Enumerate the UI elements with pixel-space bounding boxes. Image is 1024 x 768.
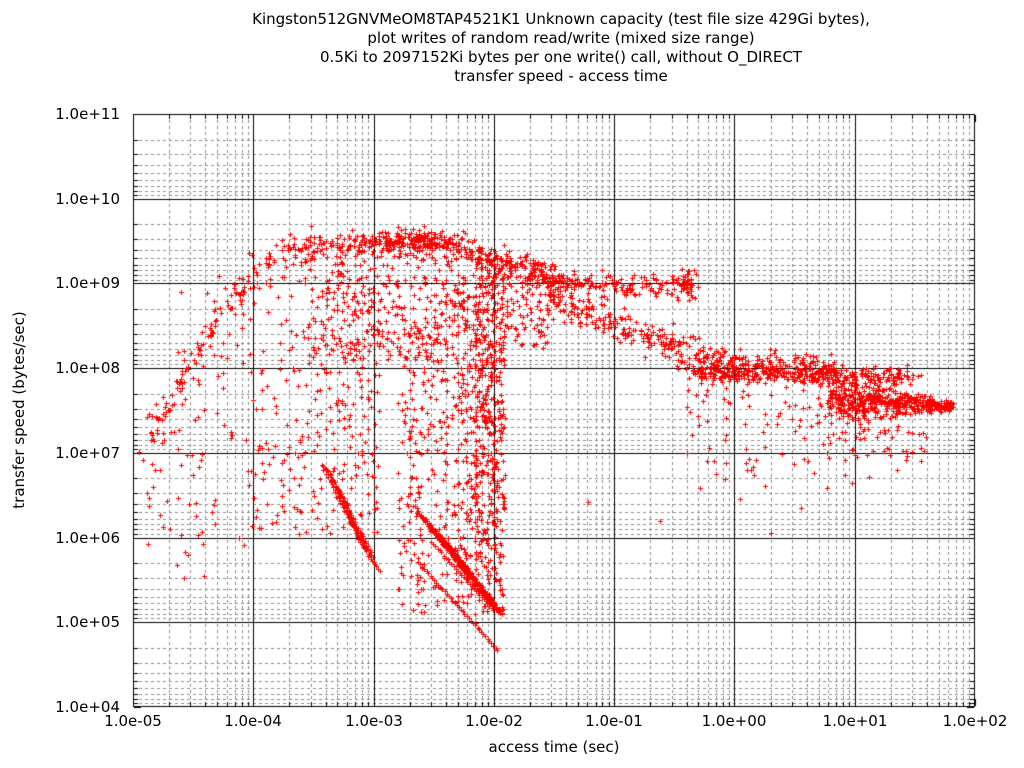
y-tick-label: 1.0e+08 [55,359,120,377]
x-tick-label: 1.0e-01 [585,712,643,730]
chart-title: Kingston512GNVMeOM8TAP4521K1 Unknown cap… [99,10,1023,86]
y-tick-label: 1.0e+05 [55,613,120,631]
x-tick-label: 1.0e+00 [701,712,767,730]
x-tick-label: 1.0e+01 [822,712,888,730]
chart-title-line: Kingston512GNVMeOM8TAP4521K1 Unknown cap… [252,10,870,28]
x-tick-label: 1.0e-02 [465,712,523,730]
y-tick-label: 1.0e+07 [55,444,120,462]
x-axis-title: access time (sec) [488,738,620,756]
y-tick-label: 1.0e+11 [55,105,120,123]
x-tick-label: 1.0e-05 [104,712,162,730]
x-tick-label: 1.0e-04 [224,712,282,730]
y-tick-label: 1.0e+06 [55,529,120,547]
chart-title-line: transfer speed - access time [454,67,668,85]
x-tick-label: 1.0e+02 [942,712,1008,730]
y-axis-title: transfer speed (bytes/sec) [10,311,28,509]
y-tick-label: 1.0e+04 [55,698,120,716]
x-tick-label: 1.0e-03 [345,712,403,730]
y-tick-label: 1.0e+10 [55,190,120,208]
y-tick-label: 1.0e+09 [55,274,120,292]
chart-title-line: 0.5Ki to 2097152Ki bytes per one write()… [320,48,802,66]
chart-title-line: plot writes of random read/write (mixed … [367,29,755,47]
